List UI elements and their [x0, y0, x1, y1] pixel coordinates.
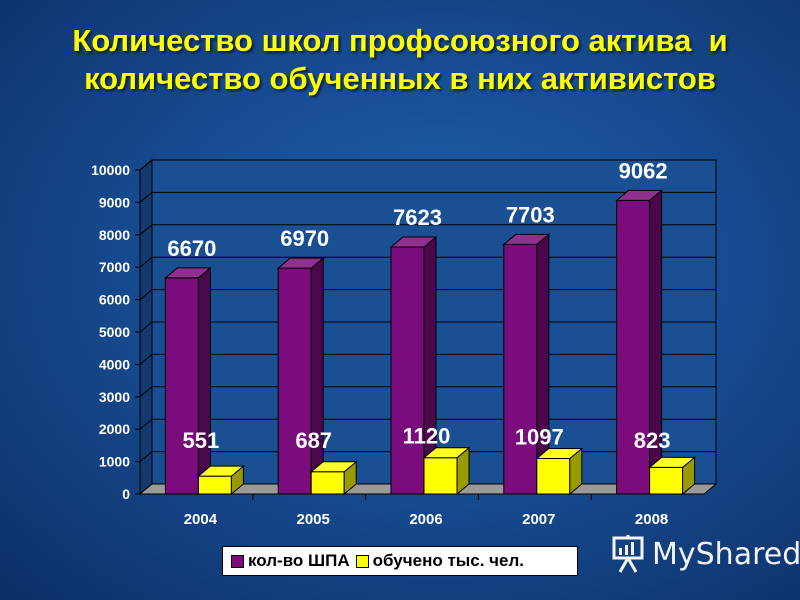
- bar-series-2-2008: [648, 456, 696, 496]
- data-label-series-2-2004: 551: [183, 428, 220, 453]
- bar-top: [535, 447, 584, 459]
- y-tick-label: 3000: [99, 389, 130, 405]
- bar-series-2-2005: [309, 460, 358, 496]
- gridline-side: [139, 224, 153, 236]
- bar-series-1-2005: [276, 257, 325, 496]
- bar-side: [310, 257, 324, 496]
- bar-front: [536, 457, 571, 495]
- bar-series-1-2007: [502, 233, 551, 496]
- bar-front: [310, 471, 345, 495]
- data-label-series-1-2005: 6970: [280, 226, 329, 251]
- y-tick-label: 5000: [99, 324, 130, 340]
- gridline-side: [139, 192, 153, 203]
- bar-front: [197, 475, 232, 495]
- gridline-side: [139, 451, 153, 462]
- x-tick-label: 2007: [522, 511, 555, 528]
- data-label-series-2-2006: 1120: [403, 424, 451, 449]
- bar-series-2-2004: [197, 465, 245, 496]
- y-tick-label: 4000: [99, 356, 130, 372]
- data-label-series-1-2006: 7623: [393, 205, 442, 230]
- watermark-text: MyShared: [652, 536, 800, 572]
- legend-item-series-2: обучено тыс. чел.: [355, 551, 525, 571]
- bar-series-1-2004: [164, 266, 212, 496]
- y-tick-label: 0: [122, 486, 130, 502]
- bar-front: [277, 267, 312, 495]
- bar-top: [615, 189, 663, 201]
- x-tick-label: 2008: [635, 511, 668, 528]
- bar-top: [309, 461, 358, 473]
- title-line-1: Количество школ профсоюзного актива и: [72, 23, 728, 58]
- gridline-side: [139, 289, 153, 300]
- bar-front: [649, 466, 684, 495]
- gridline-side: [139, 159, 153, 171]
- bar-top: [197, 465, 245, 477]
- x-tick-label: 2004: [184, 511, 218, 528]
- data-label-series-1-2008: 9062: [619, 158, 668, 183]
- gridline-side: [139, 321, 153, 333]
- x-tick-label: 2005: [297, 511, 330, 528]
- bar-front: [164, 277, 199, 495]
- bar-series-2-2006: [422, 446, 471, 496]
- legend-swatch-series-2: [355, 554, 369, 568]
- legend: кол-во ШПА обучено тыс. чел.: [222, 546, 578, 576]
- bar-series-1-2006: [389, 235, 438, 496]
- data-label-series-1-2007: 7703: [506, 202, 555, 227]
- bars: [164, 189, 696, 496]
- bar-top: [422, 447, 471, 459]
- y-tick-label: 10000: [91, 162, 130, 178]
- y-tick-label: 7000: [99, 259, 130, 275]
- bar-series-2-2007: [535, 447, 584, 496]
- gridline-side: [139, 354, 153, 365]
- bar-front: [616, 199, 651, 495]
- y-tick-label: 6000: [99, 292, 130, 308]
- data-label-series-1-2004: 6670: [167, 236, 216, 261]
- legend-label-series-1: кол-во ШПА: [248, 551, 350, 570]
- watermark: MyShared: [610, 534, 800, 574]
- legend-label-series-2: обучено тыс. чел.: [372, 551, 525, 570]
- y-axis: 0 1000 2000 3000 4000 5000 6000 7000 8000 9000 100…: [91, 162, 141, 502]
- bar-top: [502, 233, 551, 245]
- y-tick-label: 9000: [99, 194, 130, 210]
- bar-side: [197, 266, 211, 496]
- bar-series-1-2008: [615, 189, 663, 496]
- bar-front: [390, 246, 425, 495]
- data-label-series-2-2007: 1097: [515, 424, 564, 449]
- bar-top: [164, 267, 212, 279]
- presentation-board-icon: [612, 535, 644, 573]
- gridline-side: [139, 418, 153, 430]
- legend-swatch-series-1: [231, 554, 244, 568]
- gridline-side: [139, 256, 153, 268]
- bar-top: [276, 257, 325, 269]
- y-tick-label: 2000: [99, 421, 130, 437]
- legend-item-series-1: кол-во ШПА: [231, 551, 350, 571]
- bar-top: [389, 236, 438, 248]
- x-axis: 2004 2005 2006 2007 2008: [184, 494, 668, 528]
- x-tick-label: 2006: [409, 511, 442, 528]
- data-label-series-2-2005: 687: [295, 428, 332, 453]
- y-tick-label: 1000: [99, 454, 130, 470]
- y-tick-label: 8000: [99, 227, 130, 243]
- bar-front: [503, 243, 538, 495]
- bar-top: [648, 456, 696, 468]
- gridline-side: [139, 386, 153, 398]
- data-label-series-2-2008: 823: [634, 428, 671, 453]
- data-labels: 6670 551 6970 687 7623 1120 7703 1097 9062 823: [167, 158, 670, 453]
- slide-title: Количество школ профсоюзного актива и ко…: [0, 22, 800, 98]
- title-line-2: количество обученных в них активистов: [84, 61, 716, 96]
- bar-front: [423, 457, 458, 495]
